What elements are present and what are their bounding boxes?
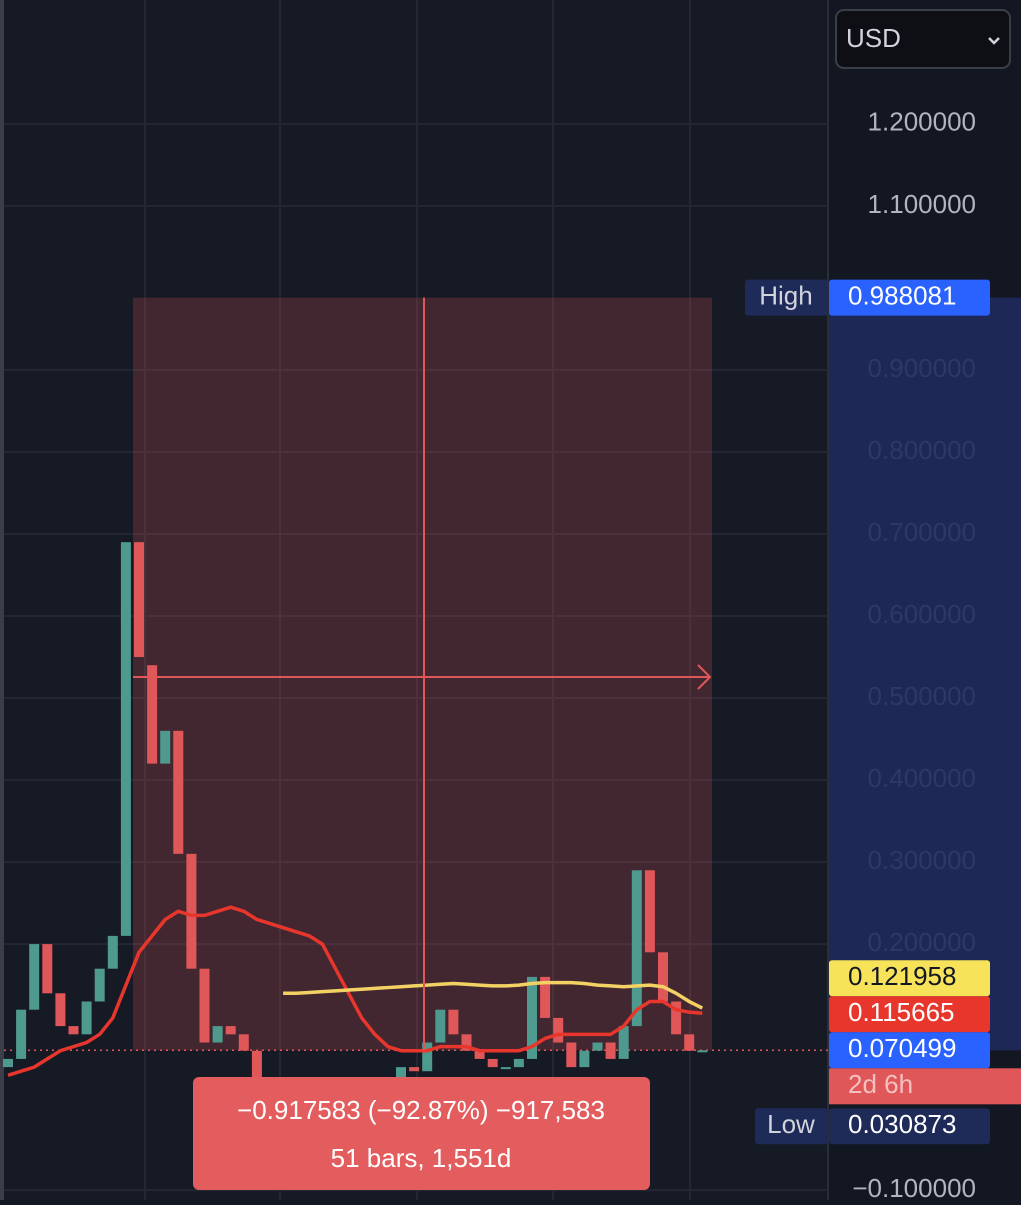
candle-body <box>684 1034 695 1051</box>
candle-body <box>94 968 105 1002</box>
candle-body <box>68 1026 79 1035</box>
candle-body <box>212 1026 223 1043</box>
last-value-label: 0.070499 <box>848 1033 956 1063</box>
measure-change: −0.917583 (−92.87%) −917,583 <box>237 1095 605 1125</box>
currency-dropdown[interactable] <box>835 9 1011 69</box>
low-name-bg <box>755 1108 828 1145</box>
left-border <box>0 0 4 1200</box>
candle-body <box>461 1034 472 1051</box>
candle-body <box>251 1050 262 1100</box>
candle-body <box>81 1001 92 1035</box>
candle-body <box>474 1050 485 1059</box>
candle-body <box>173 730 184 854</box>
high-name-bg <box>745 279 828 316</box>
measure-span: 51 bars, 1,551d <box>331 1143 512 1173</box>
dropdown-caret[interactable] <box>988 37 1000 45</box>
candle-body <box>553 1017 564 1043</box>
high-name: High <box>759 281 812 311</box>
candle-body <box>55 993 66 1027</box>
candle-body <box>592 1042 603 1051</box>
candle-body <box>42 944 53 994</box>
candle-body <box>644 870 655 953</box>
last-value-label-bg <box>829 996 990 1033</box>
range-highlight <box>829 297 1021 1051</box>
high-label: 0.988081 <box>848 281 956 311</box>
candle-body <box>540 976 551 1018</box>
countdown-bg <box>829 1068 1021 1105</box>
low-label-bg <box>829 1108 990 1145</box>
candle-body <box>448 1009 459 1035</box>
countdown: 2d 6h <box>848 1069 913 1099</box>
moving-average <box>7 905 703 1077</box>
candle-body <box>160 730 171 764</box>
candle-body <box>147 665 158 764</box>
candle-body <box>396 1067 406 1080</box>
measure-arrowhead <box>697 664 712 690</box>
y-tick-label: 1.100000 <box>868 189 976 219</box>
candle-body <box>199 968 210 1043</box>
candle-body <box>16 1009 27 1059</box>
candle-body <box>671 1001 682 1035</box>
candle-body <box>566 1042 577 1068</box>
candle-body <box>409 1067 420 1072</box>
measure-tooltip <box>193 1077 650 1190</box>
candle-body <box>631 870 642 1027</box>
moving-average <box>283 980 704 1010</box>
candle-body <box>487 1058 498 1068</box>
candle-body <box>238 1034 249 1051</box>
candle-body <box>29 944 40 1010</box>
candle-body <box>579 1050 590 1068</box>
last-value-label-bg <box>829 1032 990 1069</box>
candle-body <box>605 1042 616 1059</box>
high-label-bg <box>829 279 990 316</box>
candle-body <box>435 1009 446 1043</box>
candle-body <box>697 1050 708 1053</box>
currency-label[interactable]: USD <box>846 23 901 53</box>
candle-body <box>186 853 197 969</box>
candle-body <box>120 542 131 936</box>
candle-body <box>513 1058 524 1068</box>
measure-box <box>133 297 712 1051</box>
candle-body <box>658 952 668 1002</box>
candle-body <box>134 542 144 658</box>
low-label: 0.030873 <box>848 1109 956 1139</box>
last-value-label-bg <box>829 960 990 997</box>
last-value-label: 0.121958 <box>848 961 956 991</box>
last-value-label: 0.115665 <box>848 997 955 1027</box>
candle-body <box>3 1058 13 1068</box>
y-tick-label: −0.100000 <box>852 1173 976 1200</box>
candle-body <box>500 1067 511 1070</box>
candle-body <box>618 1026 629 1059</box>
candle-body <box>527 976 537 1059</box>
candle-body <box>422 1042 433 1072</box>
low-name: Low <box>767 1109 815 1139</box>
candle-body <box>107 935 118 969</box>
y-tick-label: 1.200000 <box>868 107 976 137</box>
candle-body <box>225 1026 236 1035</box>
